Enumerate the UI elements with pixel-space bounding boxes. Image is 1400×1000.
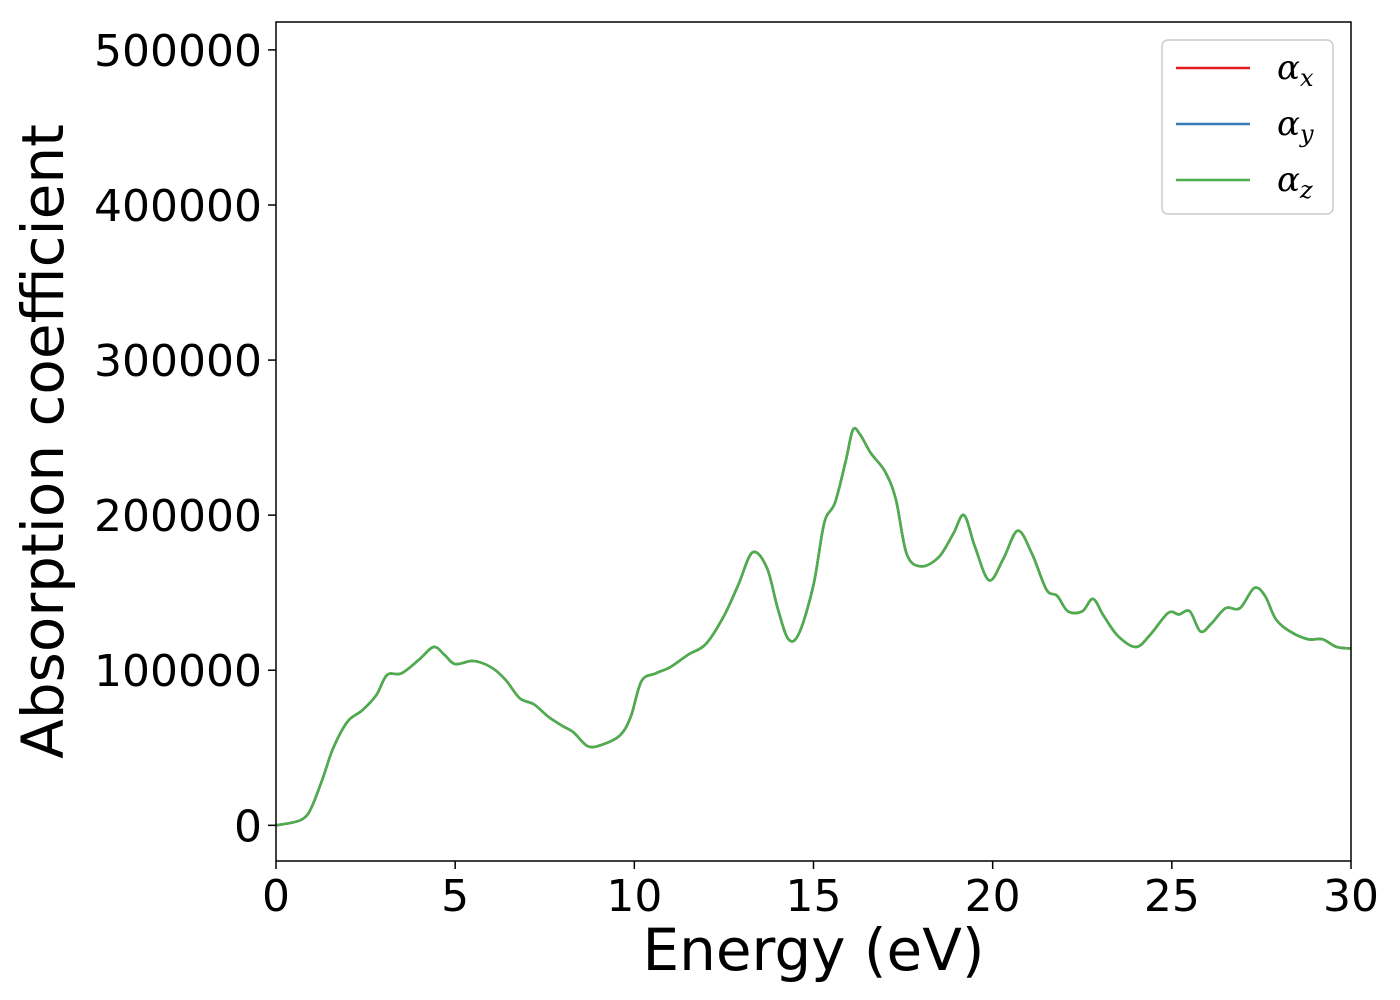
series-line-x — [275, 426, 1352, 827]
y-tick-label: 300000 — [94, 336, 262, 387]
legend-label-z: αz — [1277, 160, 1313, 204]
plot-lines — [275, 426, 1352, 827]
x-tick-label: 30 — [1323, 871, 1379, 922]
x-tick-label: 25 — [1144, 871, 1200, 922]
y-tick-label: 100000 — [94, 646, 262, 697]
x-axis-title: Energy (eV) — [642, 916, 984, 984]
y-tick-label: 200000 — [94, 491, 262, 542]
y-tick-label: 400000 — [94, 181, 262, 232]
x-axis-ticks: 0 5 10 15 20 25 30 — [262, 861, 1379, 922]
y-tick-label: 0 — [234, 801, 262, 852]
y-axis-title: Absorption coefficient — [9, 124, 77, 759]
x-tick-label: 15 — [786, 871, 842, 922]
x-tick-label: 5 — [441, 871, 469, 922]
x-tick-label: 10 — [606, 871, 662, 922]
x-tick-label: 0 — [262, 871, 290, 922]
series-line-z — [275, 426, 1352, 827]
y-axis-ticks: 0 100000 200000 300000 400000 500000 — [94, 26, 276, 852]
y-tick-label: 500000 — [94, 26, 262, 77]
series-line-y — [275, 426, 1352, 827]
legend-box — [1161, 39, 1334, 215]
x-tick-label: 20 — [965, 871, 1021, 922]
